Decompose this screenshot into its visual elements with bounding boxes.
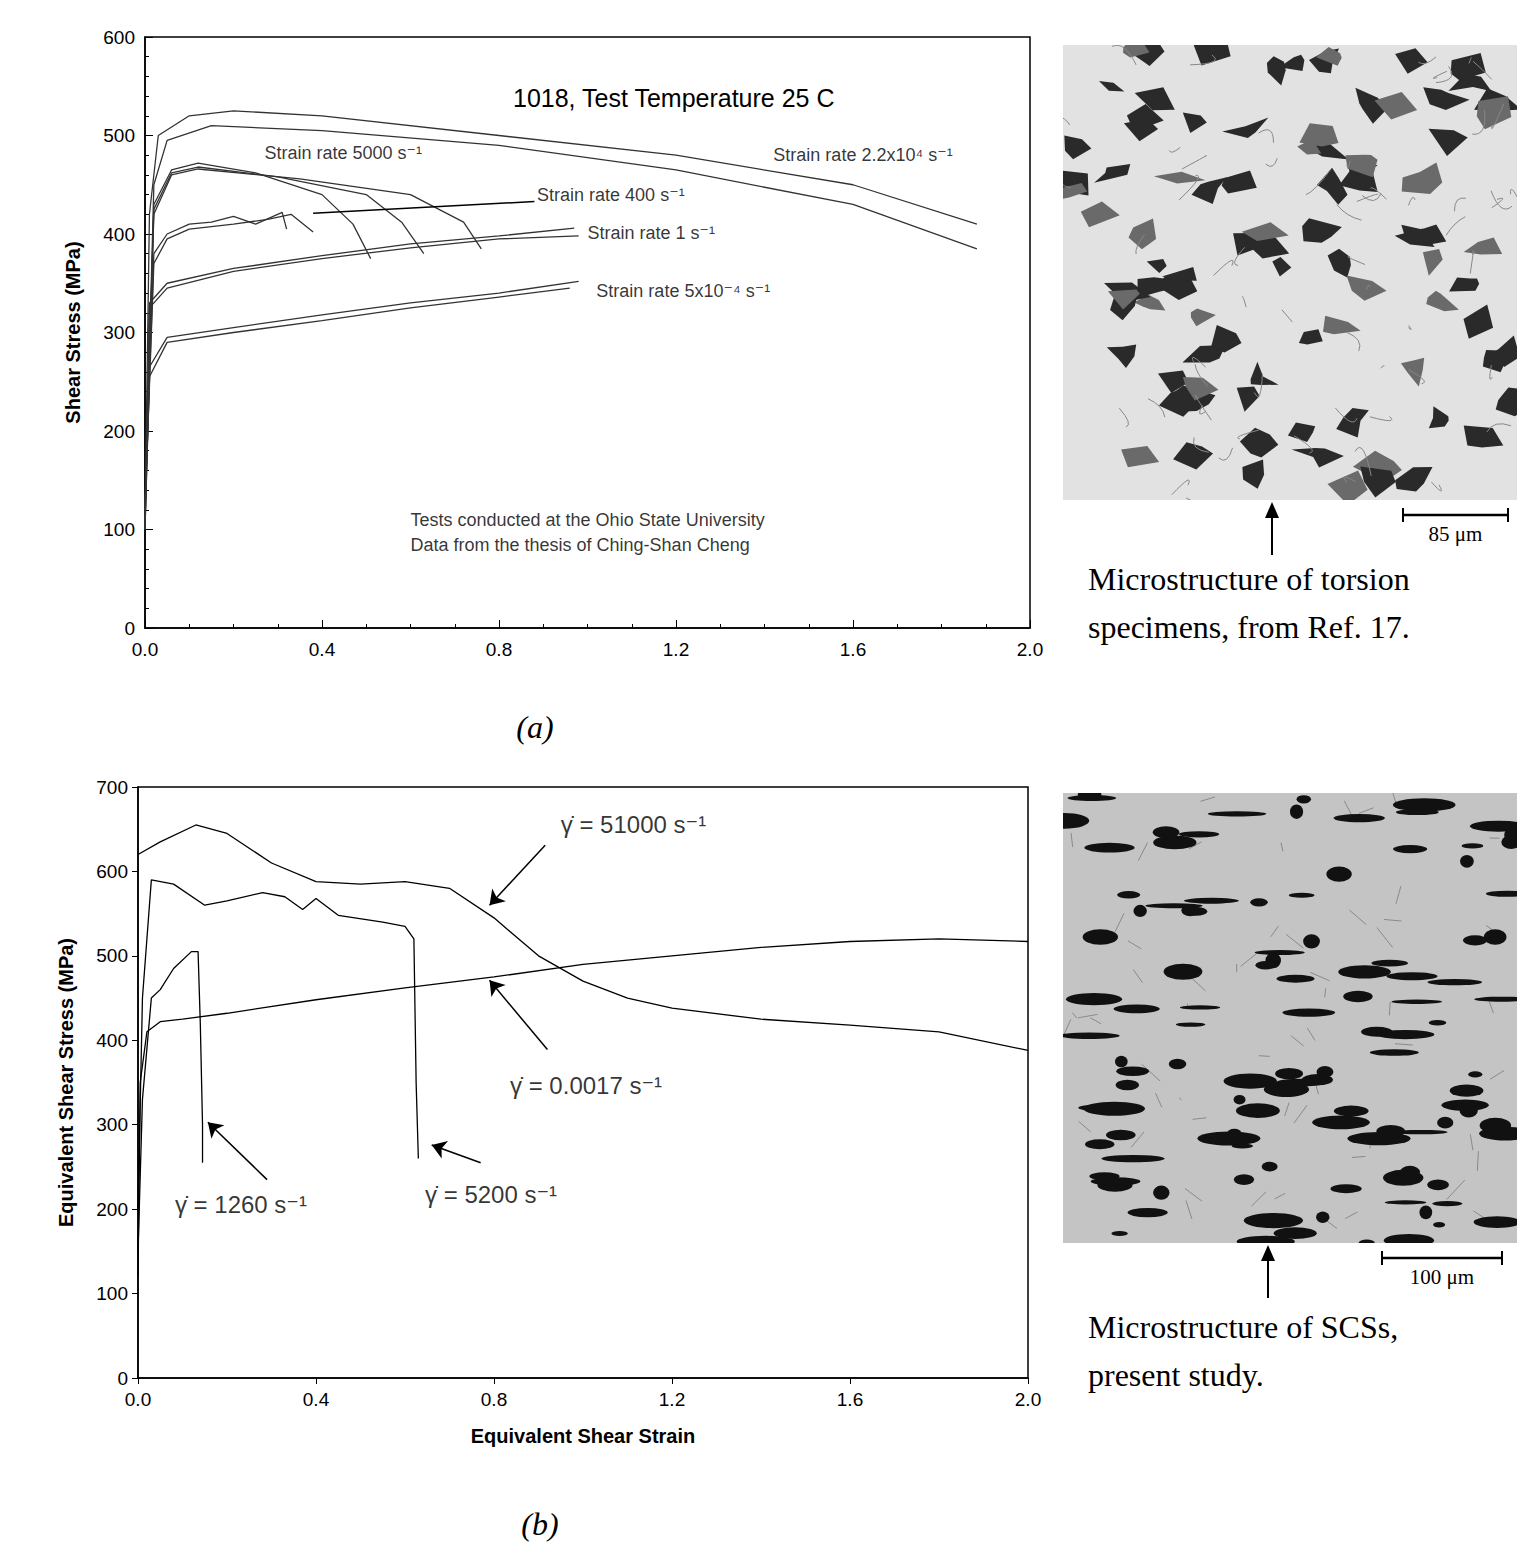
svg-text:1.6: 1.6	[840, 639, 866, 660]
svg-text:γ̇ = 5200 s⁻¹: γ̇ = 5200 s⁻¹	[425, 1181, 557, 1208]
svg-text:500: 500	[103, 125, 135, 146]
svg-text:300: 300	[96, 1114, 128, 1135]
svg-text:Equivalent Shear Stress (MPa): Equivalent Shear Stress (MPa)	[55, 938, 77, 1227]
svg-text:100 μm: 100 μm	[1410, 1265, 1474, 1289]
svg-text:0.4: 0.4	[303, 1389, 330, 1410]
svg-text:present study.: present study.	[1088, 1357, 1264, 1393]
svg-text:Strain rate 2.2x10⁴ s⁻¹: Strain rate 2.2x10⁴ s⁻¹	[773, 145, 952, 165]
svg-text:γ̇ = 0.0017 s⁻¹: γ̇ = 0.0017 s⁻¹	[510, 1072, 662, 1099]
svg-text:2.0: 2.0	[1017, 639, 1043, 660]
svg-text:0.8: 0.8	[486, 639, 512, 660]
svg-text:400: 400	[103, 224, 135, 245]
svg-text:1.2: 1.2	[659, 1389, 685, 1410]
svg-text:85 μm: 85 μm	[1429, 522, 1483, 546]
svg-text:300: 300	[103, 322, 135, 343]
svg-text:1018, Test Temperature 25 C: 1018, Test Temperature 25 C	[513, 84, 835, 112]
svg-text:100: 100	[103, 519, 135, 540]
svg-text:γ̇ = 51000 s⁻¹: γ̇ = 51000 s⁻¹	[561, 811, 706, 838]
svg-text:(b): (b)	[521, 1506, 558, 1542]
svg-text:Data from the thesis of Ching-: Data from the thesis of Ching-Shan Cheng	[411, 535, 750, 555]
svg-text:2.0: 2.0	[1015, 1389, 1041, 1410]
svg-text:γ̇ = 1260 s⁻¹: γ̇ = 1260 s⁻¹	[175, 1191, 307, 1218]
svg-text:Shear Stress (MPa): Shear Stress (MPa)	[62, 241, 84, 423]
svg-text:(a): (a)	[516, 709, 553, 745]
svg-text:1.2: 1.2	[663, 639, 689, 660]
svg-text:Strain rate 5000 s⁻¹: Strain rate 5000 s⁻¹	[264, 143, 422, 163]
svg-text:0.8: 0.8	[481, 1389, 507, 1410]
svg-text:200: 200	[103, 421, 135, 442]
svg-text:200: 200	[96, 1199, 128, 1220]
svg-text:0.4: 0.4	[309, 639, 336, 660]
svg-text:Strain rate 5x10⁻⁴ s⁻¹: Strain rate 5x10⁻⁴ s⁻¹	[596, 281, 770, 301]
svg-text:1.6: 1.6	[837, 1389, 863, 1410]
svg-text:600: 600	[96, 861, 128, 882]
svg-text:specimens, from Ref. 17.: specimens, from Ref. 17.	[1088, 609, 1410, 645]
svg-text:Tests conducted at the Ohio St: Tests conducted at the Ohio State Univer…	[411, 510, 765, 530]
svg-text:0: 0	[124, 618, 135, 639]
svg-text:700: 700	[96, 777, 128, 798]
svg-text:0.0: 0.0	[132, 639, 158, 660]
svg-text:Equivalent Shear Strain: Equivalent Shear Strain	[471, 1425, 696, 1447]
svg-text:0.0: 0.0	[125, 1389, 151, 1410]
svg-text:100: 100	[96, 1283, 128, 1304]
svg-text:400: 400	[96, 1030, 128, 1051]
svg-text:600: 600	[103, 27, 135, 48]
svg-text:Microstructure of torsion: Microstructure of torsion	[1088, 561, 1410, 597]
svg-text:Microstructure of SCSs,: Microstructure of SCSs,	[1088, 1309, 1398, 1345]
svg-text:0: 0	[117, 1368, 128, 1389]
svg-text:Strain rate 400 s⁻¹: Strain rate 400 s⁻¹	[537, 185, 685, 205]
svg-text:Strain rate 1 s⁻¹: Strain rate 1 s⁻¹	[588, 223, 716, 243]
svg-text:500: 500	[96, 945, 128, 966]
